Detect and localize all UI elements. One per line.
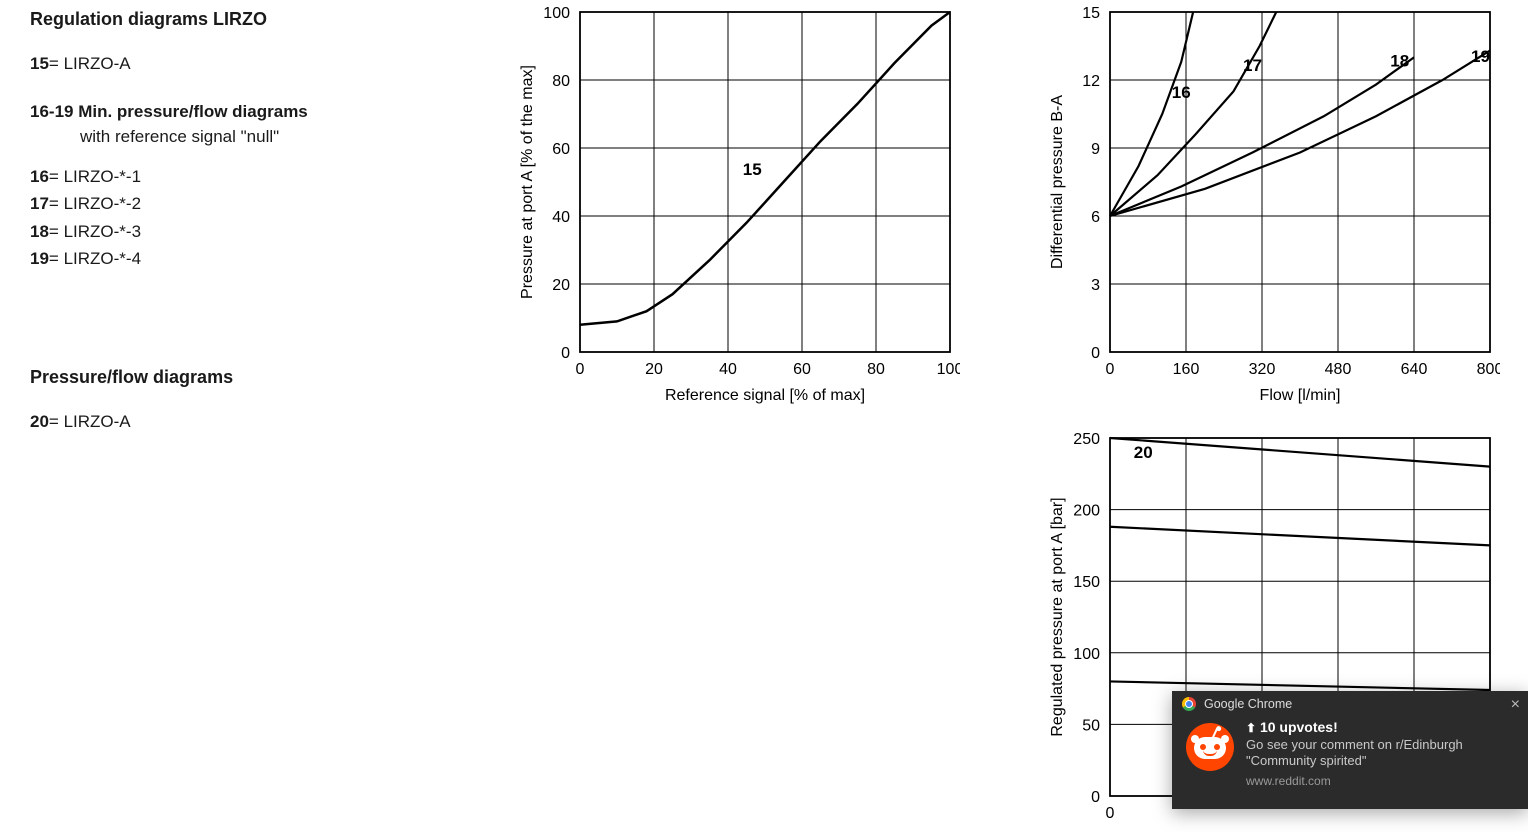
svg-text:16: 16: [1172, 83, 1191, 102]
svg-text:12: 12: [1082, 73, 1100, 90]
svg-text:15: 15: [743, 160, 762, 179]
svg-text:200: 200: [1073, 503, 1100, 520]
notification-line1: Go see your comment on r/Edinburgh: [1246, 737, 1463, 752]
chrome-notification[interactable]: Google Chrome × ⬆ 10 upvotes! Go see you…: [1172, 691, 1528, 809]
svg-text:320: 320: [1249, 361, 1276, 378]
legend-item-18: 18= LIRZO-*-3: [30, 219, 450, 245]
legend-item-17: 17= LIRZO-*-2: [30, 191, 450, 217]
svg-text:20: 20: [552, 277, 570, 294]
upvote-arrow-icon: ⬆: [1246, 721, 1256, 735]
svg-text:Reference signal [% of max]: Reference signal [% of max]: [665, 387, 865, 404]
svg-text:0: 0: [561, 345, 570, 362]
section-title-regulation: Regulation diagrams LIRZO: [30, 6, 450, 33]
legend-item-19: 19= LIRZO-*-4: [30, 246, 450, 272]
svg-text:150: 150: [1073, 574, 1100, 591]
svg-text:20: 20: [1134, 443, 1153, 462]
svg-text:0: 0: [1106, 805, 1115, 822]
legend-item-20: 20= LIRZO-A: [30, 409, 450, 435]
legend-item-16: 16= LIRZO-*-1: [30, 164, 450, 190]
svg-text:17: 17: [1243, 56, 1262, 75]
chrome-icon: [1182, 697, 1196, 711]
svg-text:Regulated pressure at port A [: Regulated pressure at port A [bar]: [1049, 497, 1066, 736]
svg-text:Differential pressure B-A: Differential pressure B-A: [1049, 95, 1066, 269]
notification-text: ⬆ 10 upvotes! Go see your comment on r/E…: [1246, 719, 1463, 788]
svg-text:18: 18: [1390, 51, 1409, 70]
notification-domain: www.reddit.com: [1246, 774, 1463, 788]
reddit-icon: [1186, 723, 1234, 771]
svg-text:480: 480: [1325, 361, 1352, 378]
svg-text:Flow [l/min]: Flow [l/min]: [1260, 387, 1341, 404]
svg-text:0: 0: [1106, 361, 1115, 378]
svg-text:50: 50: [1082, 717, 1100, 734]
svg-text:60: 60: [552, 141, 570, 158]
section-subtitle-minpressure: with reference signal "null": [80, 124, 450, 150]
svg-text:250: 250: [1073, 431, 1100, 448]
svg-text:0: 0: [1091, 789, 1100, 806]
svg-text:Pressure at port A [% of the m: Pressure at port A [% of the max]: [519, 65, 536, 299]
svg-text:80: 80: [867, 361, 885, 378]
svg-text:9: 9: [1091, 141, 1100, 158]
svg-text:160: 160: [1173, 361, 1200, 378]
notification-header: Google Chrome ×: [1172, 691, 1528, 715]
svg-text:100: 100: [543, 5, 570, 22]
legend-num: 15: [30, 54, 49, 73]
section-title-minpressure: 16-19 Min. pressure/flow diagrams: [30, 99, 450, 125]
legend-val: = LIRZO-A: [49, 54, 131, 73]
legend-text-block: Regulation diagrams LIRZO 15= LIRZO-A 16…: [30, 6, 450, 436]
svg-text:15: 15: [1082, 5, 1100, 22]
legend-item-15: 15= LIRZO-A: [30, 51, 450, 77]
section-title-pressureflow: Pressure/flow diagrams: [30, 364, 450, 391]
svg-text:20: 20: [645, 361, 663, 378]
svg-text:0: 0: [1091, 345, 1100, 362]
svg-text:640: 640: [1401, 361, 1428, 378]
close-icon[interactable]: ×: [1511, 697, 1520, 713]
svg-text:3: 3: [1091, 277, 1100, 294]
chart-regulation-15: 0 20 40 60 80 100 0 20 40 60 80 100 Pressure at port…: [490, 0, 960, 410]
svg-text:80: 80: [552, 73, 570, 90]
chart-minpressure-16-19: 0 160 320 480 640 800 0 3 6 9 12 15 Differential pre…: [1030, 0, 1500, 410]
notification-title: 10 upvotes!: [1260, 719, 1338, 735]
svg-text:40: 40: [719, 361, 737, 378]
svg-text:0: 0: [576, 361, 585, 378]
svg-text:6: 6: [1091, 209, 1100, 226]
svg-text:100: 100: [937, 361, 960, 378]
svg-text:100: 100: [1073, 646, 1100, 663]
svg-text:60: 60: [793, 361, 811, 378]
svg-text:40: 40: [552, 209, 570, 226]
svg-text:800: 800: [1477, 361, 1500, 378]
notification-app-name: Google Chrome: [1204, 697, 1292, 711]
notification-line2: "Community spirited": [1246, 753, 1367, 768]
svg-text:19: 19: [1471, 47, 1490, 66]
